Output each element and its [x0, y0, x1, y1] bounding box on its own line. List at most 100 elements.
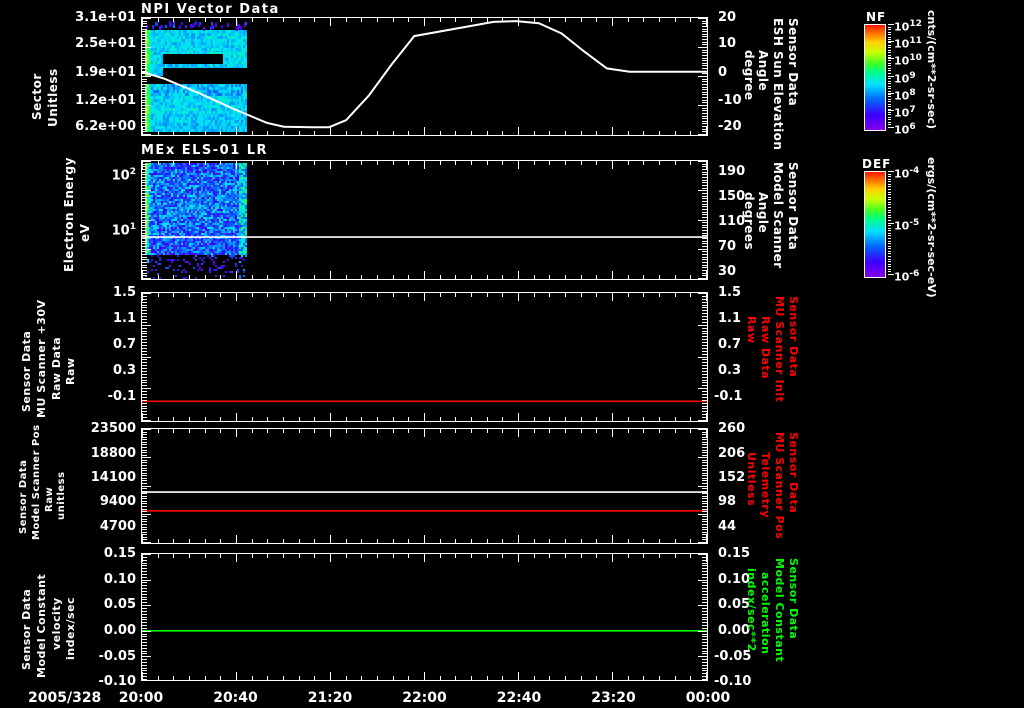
cb1-tick-1 [888, 223, 894, 224]
cb1-minortick-30 [888, 248, 891, 249]
ytick-p2-0: 1.5 [112, 285, 136, 300]
cb0-minortick-14 [888, 60, 891, 61]
cb1-minortick-40 [888, 274, 891, 275]
panel-vel-right-title-3: acceleration [759, 572, 772, 655]
ytickr-p2-1: 1.1 [718, 311, 742, 326]
panel-model-constant-velocity [141, 553, 708, 681]
cb1-minortick-16 [888, 212, 891, 213]
ytick-p2-3: 0.3 [112, 363, 136, 378]
cb1-minortick-39 [888, 271, 891, 272]
ytickr-p3-1: 206 [718, 446, 746, 461]
ytick-p4-3: 0.00 [103, 623, 136, 638]
ytickr-p2-3: 0.3 [718, 363, 742, 378]
panel-vel-right-title-2: Model Constant [773, 558, 786, 663]
cb1-ticklabel-1: 10-5 [894, 217, 920, 233]
cb1-minortick-31 [888, 251, 891, 252]
ytickr-p4-2: 0.05 [718, 597, 751, 612]
panel-mu30v-left-title-3: Raw Data [50, 336, 63, 400]
cb0-ticklabel-5: 107 [894, 104, 916, 120]
ytickr-p4-1: 0.10 [718, 572, 751, 587]
ytickr-p4-0: 0.15 [718, 546, 751, 561]
ytickr-p2-4: -0.1 [714, 389, 743, 404]
cb0-gradient [865, 25, 885, 130]
cb0-minortick-24 [888, 86, 891, 87]
cb0-minortick-36 [888, 117, 891, 118]
cb1-minortick-3 [888, 179, 891, 180]
cb0-minortick-40 [888, 127, 891, 128]
cb1-minortick-8 [888, 192, 891, 193]
panel-vel-left-title-1: Sensor Data [20, 588, 33, 670]
cb0-tick-6 [888, 127, 894, 128]
cb0-minortick-18 [888, 70, 891, 71]
ytickr-p0-0: 20 [718, 10, 737, 25]
ytick-p3-2: 14100 [90, 470, 136, 485]
ytick-p0-1: 2.5e+01 [75, 36, 136, 51]
cb1-minortick-12 [888, 202, 891, 203]
cb1-minortick-7 [888, 189, 891, 190]
panel-scanpos-left-title-3: Raw [44, 486, 55, 512]
cb1-minortick-6 [888, 186, 891, 187]
xaxis-tick-6: 00:00 [685, 690, 731, 706]
cb1-minortick-33 [888, 256, 891, 257]
cb1-minortick-10 [888, 197, 891, 198]
cb1-minortick-1 [888, 174, 891, 175]
ytick-p0-4: 6.2e+00 [75, 119, 136, 134]
cb0-minortick-38 [888, 122, 891, 123]
cb0-minortick-21 [888, 78, 891, 79]
cb1-minortick-26 [888, 238, 891, 239]
cb0-minortick-4 [888, 34, 891, 35]
panel-npi-left-title-2: Unitless [46, 68, 60, 127]
cb1-minortick-15 [888, 210, 891, 211]
ytickr-p0-1: 10 [718, 36, 737, 51]
cb1-minortick-37 [888, 266, 891, 267]
panel-mu30v-right-title-3: Raw Data [759, 316, 772, 380]
xaxis-tick-2: 21:20 [307, 690, 353, 706]
panel-npi-right-title-1: Sensor Data [786, 18, 800, 107]
panel-scanpos-left-title-1: Sensor Data [18, 459, 29, 534]
cb0-tick-3 [888, 76, 894, 77]
panel-scanpos-right-title-4: Unitless [745, 452, 758, 507]
cb1-tick-2 [888, 274, 894, 275]
panel-scanpos-left-title-2: Model Scanner Pos [31, 424, 42, 540]
panel-npi-right-title-4: degree [742, 50, 756, 101]
panel-scanpos-right-title-1: Sensor Data [787, 432, 800, 514]
ytickr-p3-3: 98 [718, 494, 737, 509]
cb1-minortick-29 [888, 246, 891, 247]
panel-npi-left-title-1: Sector [30, 73, 44, 120]
spectrogram-npi [142, 18, 707, 135]
cb0-tick-0 [888, 24, 894, 25]
ytickr-p0-2: 0 [718, 65, 728, 80]
cb0-minortick-20 [888, 76, 891, 77]
cb1-minortick-27 [888, 241, 891, 242]
cb1-ticklabel-0: 10-4 [894, 166, 920, 181]
ytick-p1-0: 102 [111, 167, 136, 184]
ytick-p3-4: 4700 [99, 519, 136, 534]
panel-els-left-title-2: eV [78, 223, 92, 242]
cb1-minortick-20 [888, 223, 891, 224]
cb1-minortick-24 [888, 233, 891, 234]
ytick-p2-4: -0.1 [107, 389, 136, 404]
trace-scanner-pos [142, 491, 707, 512]
ytick-p2-1: 1.1 [112, 311, 136, 326]
cb0-minortick-1 [888, 27, 891, 28]
panel-scanpos-right-title-2: MU Scanner Pos [773, 432, 786, 540]
trace-model-constant-accel [142, 630, 707, 632]
cb0-minortick-0 [888, 24, 891, 25]
ytickr-p1-0: 190 [718, 164, 746, 179]
cb1-minortick-36 [888, 264, 891, 265]
colorbar-def-title: DEF [862, 157, 892, 171]
xaxis-tick-4: 22:40 [496, 690, 542, 706]
cb0-minortick-39 [888, 124, 891, 125]
ytickr-p0-3: -10 [718, 93, 742, 108]
cb1-tick-0 [888, 171, 894, 172]
ytickr-p2-0: 1.5 [718, 285, 742, 300]
cb0-tick-1 [888, 41, 894, 42]
ytick-p0-3: 1.2e+01 [75, 93, 136, 108]
cb0-ticklabel-4: 108 [894, 87, 916, 103]
panel-scanpos-right-title-3: Telemetry [759, 452, 772, 519]
colorbar-def [864, 171, 886, 278]
spectrogram-els [142, 161, 707, 279]
cb0-minortick-2 [888, 29, 891, 30]
ytick-p1-1: 101 [111, 222, 136, 239]
